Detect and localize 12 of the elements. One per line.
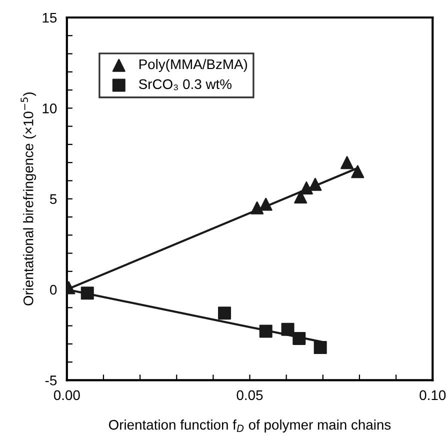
- x-tick-label: 0.00: [54, 390, 80, 400]
- y-axis-title: Orientational birefringence (×10$^{−5}$): [20, 92, 36, 306]
- y-tick-label: 5: [50, 194, 57, 204]
- x-axis-title: Orientation function f$_{D}$ of polymer main chains: [108, 420, 391, 432]
- y-tick-label: 15: [42, 12, 57, 23]
- legend-label: Poly(MMA/BzMA): [139, 58, 248, 72]
- y-tick-label: 10: [42, 103, 57, 114]
- y-tick-label: -5: [45, 376, 57, 386]
- y-tick-label: 0: [50, 284, 57, 295]
- legend-label: SrCO₃ 0.3 wt%: [138, 79, 232, 90]
- x-tick-label: 0.10: [420, 390, 446, 400]
- x-tick-label: 0.05: [236, 390, 263, 400]
